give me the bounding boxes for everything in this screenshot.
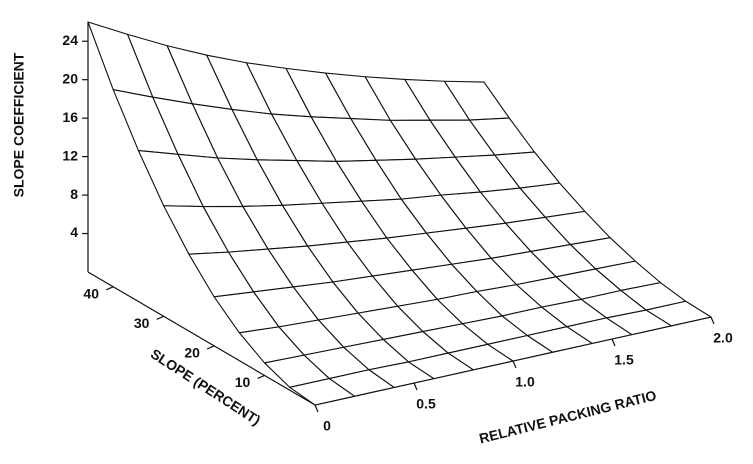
x-tick xyxy=(611,338,616,347)
x-tick-label: 0.5 xyxy=(416,396,436,412)
y-tick-label: 40 xyxy=(83,285,99,301)
surface-cell xyxy=(645,300,712,327)
x-tick-label: 0 xyxy=(323,418,331,434)
y-tick-label: 30 xyxy=(134,315,150,331)
y-tick xyxy=(105,286,114,291)
z-tick-label: 24 xyxy=(62,32,78,48)
x-tick xyxy=(710,316,715,325)
y-tick xyxy=(257,374,265,379)
z-tick-label: 16 xyxy=(62,109,78,125)
x-axis-label: RELATIVE PACKING RATIO xyxy=(477,387,658,447)
y-tick xyxy=(206,345,215,350)
x-tick xyxy=(413,382,418,391)
x-tick xyxy=(512,360,517,369)
y-tick-label: 10 xyxy=(235,374,251,390)
x-tick-label: 1.0 xyxy=(515,374,535,390)
z-axis-label: SLOPE COEFFICIENT xyxy=(11,52,27,197)
x-tick-label: 2.0 xyxy=(713,330,733,346)
z-tick-label: 12 xyxy=(62,147,78,163)
z-tick-label: 8 xyxy=(70,186,78,202)
y-tick-label: 20 xyxy=(184,345,200,361)
y-tick xyxy=(156,315,164,320)
x-tick-label: 1.5 xyxy=(614,352,634,368)
z-tick-label: 4 xyxy=(70,224,78,240)
x-tick xyxy=(314,404,319,413)
z-tick-label: 20 xyxy=(62,70,78,86)
y-axis xyxy=(87,271,316,406)
